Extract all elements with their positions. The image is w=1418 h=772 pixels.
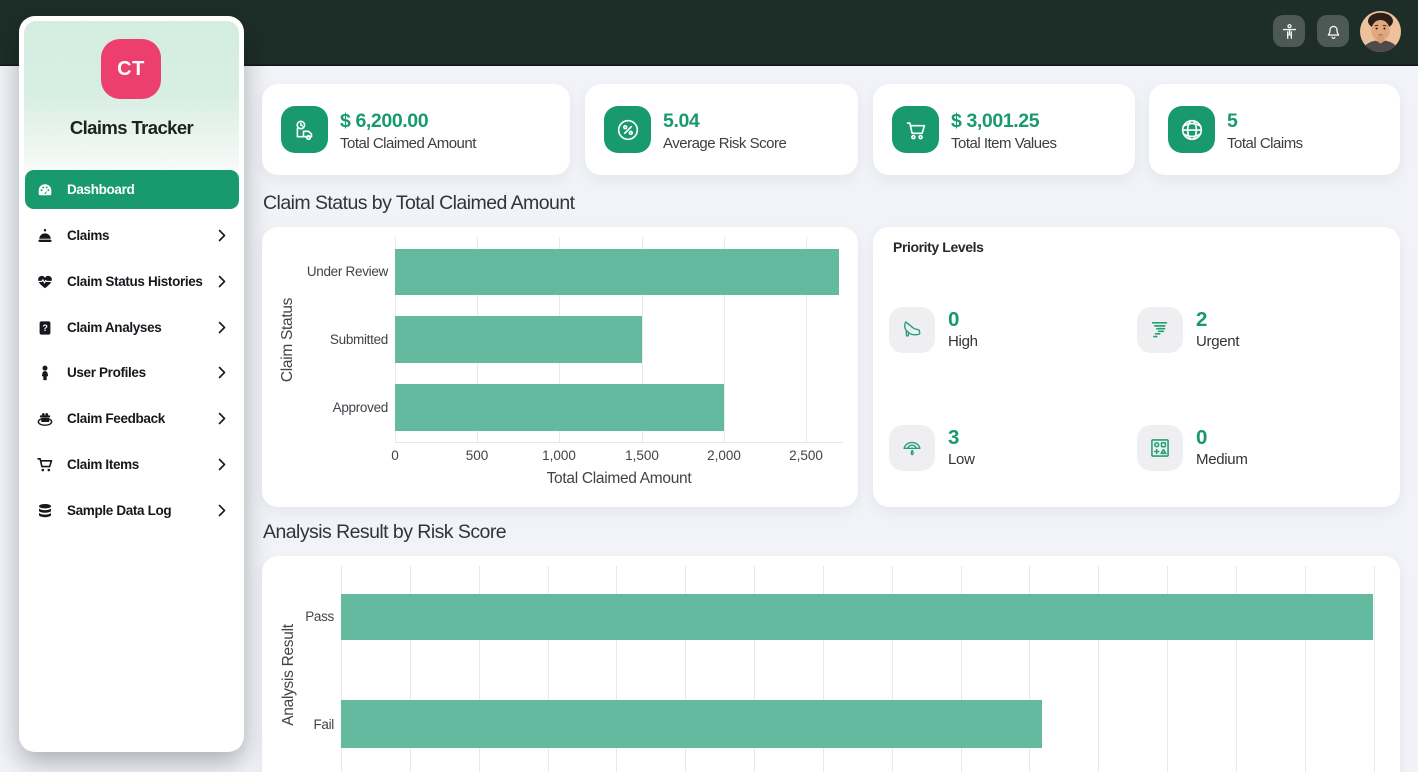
svg-text:?: ? <box>42 323 47 333</box>
